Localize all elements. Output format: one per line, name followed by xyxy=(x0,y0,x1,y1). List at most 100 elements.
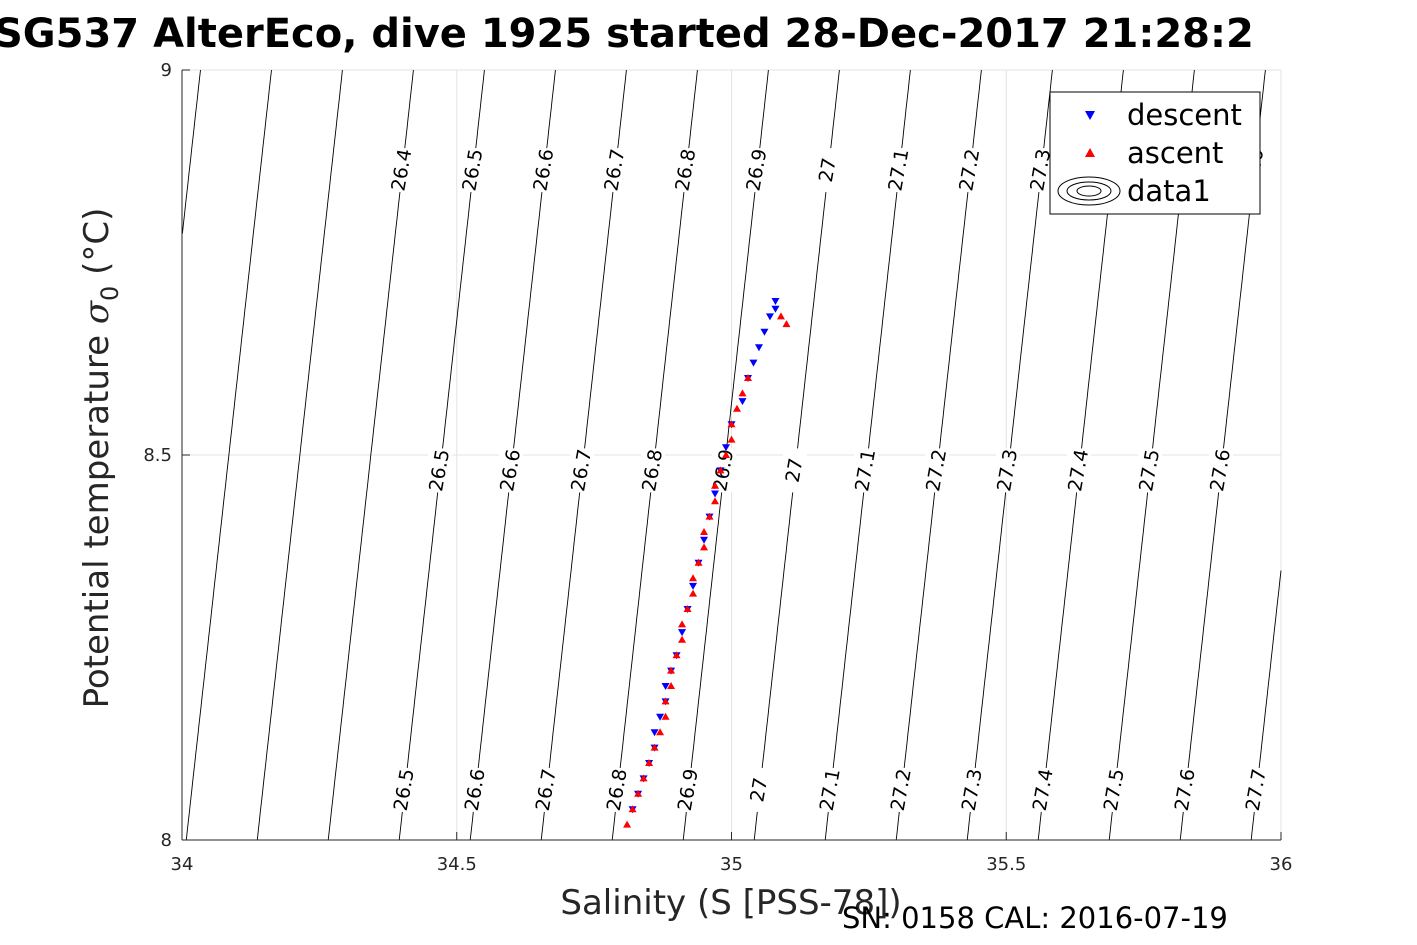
isopycnal-label-bg xyxy=(676,767,701,812)
isopycnal-label-bg xyxy=(783,448,808,493)
isopycnal-label-bg xyxy=(960,767,985,812)
ascent-point xyxy=(667,666,676,674)
isopycnal-label-bg xyxy=(463,767,488,812)
y-axis-sigma-subscript: 0 xyxy=(96,286,124,301)
ascent-point xyxy=(623,820,632,828)
ascent-point xyxy=(650,743,659,751)
isopycnal-line xyxy=(256,69,343,841)
ascent-point xyxy=(683,605,692,612)
x-tick-label: 36 xyxy=(1270,854,1293,875)
isopycnal-label-bg xyxy=(641,448,666,493)
ascent-point xyxy=(776,312,785,320)
isopycnal-label-bg xyxy=(392,767,417,812)
isopycnal-label-bg xyxy=(1209,448,1234,493)
ascent-point xyxy=(732,404,741,412)
ascent-point xyxy=(672,651,681,659)
legend-descent-label: descent xyxy=(1127,98,1242,132)
ascent-point xyxy=(738,389,747,397)
ascent-point xyxy=(700,528,709,535)
isopycnal-label-bg xyxy=(390,148,415,193)
ascent-point xyxy=(722,451,731,458)
isopycnal-line xyxy=(327,69,414,841)
descent-point xyxy=(771,305,780,313)
descent-point xyxy=(700,536,709,544)
descent-point xyxy=(650,729,659,737)
isopycnal-label: 27 xyxy=(782,456,808,484)
isopycnal-label-bg xyxy=(674,148,699,193)
ascent-point xyxy=(661,697,670,705)
isopycnal-label-bg xyxy=(1031,767,1056,812)
descent-point xyxy=(738,398,747,406)
isopycnal-label-bg xyxy=(534,767,559,812)
y-tick-label: 9 xyxy=(161,60,172,81)
isopycnal-label-bg xyxy=(1029,148,1054,193)
isopycnal-label-bg xyxy=(996,448,1021,493)
legend-contour-icon xyxy=(1057,176,1121,206)
descent-point xyxy=(760,328,769,336)
legend-ascent-marker xyxy=(1085,148,1095,157)
ascent-point xyxy=(743,374,752,381)
ascent-point xyxy=(711,481,720,489)
isopycnal-label-bg xyxy=(428,448,453,493)
y-tick-label: 8.5 xyxy=(143,445,172,466)
descent-point xyxy=(689,582,698,590)
isopycnal-line xyxy=(185,69,272,841)
ascent-point xyxy=(689,574,698,582)
ascent-point xyxy=(656,728,665,736)
ascent-point xyxy=(727,420,736,428)
axes: 34 34.5 35 35.5 36 8 8.5 9 xyxy=(143,60,1292,875)
isopycnal-label-bg xyxy=(461,148,486,193)
ascent-point xyxy=(700,543,709,551)
ascent-point xyxy=(678,620,687,628)
isopycnal-label-bg xyxy=(1173,767,1198,812)
x-tick-label: 34.5 xyxy=(437,854,477,875)
isopycnal-line xyxy=(181,69,201,234)
x-tick-label: 35.5 xyxy=(986,854,1026,875)
descent-point xyxy=(749,359,758,367)
descent-point xyxy=(711,490,720,498)
isopycnal-label: 27 xyxy=(815,156,841,184)
ascent-point xyxy=(711,497,720,505)
isopycnal-label: 27 xyxy=(746,776,772,804)
descent-point xyxy=(678,629,687,637)
isopycnal-label-bg xyxy=(925,448,950,493)
ascent-point xyxy=(628,805,637,813)
isopycnal-label-bg xyxy=(605,767,630,812)
isopycnal-label-bg xyxy=(1102,767,1127,812)
isopycnal-label-bg xyxy=(1067,448,1092,493)
descent-point xyxy=(765,313,774,321)
isopycnal-label-bg xyxy=(1138,448,1163,493)
ascent-point xyxy=(678,635,687,643)
descent-point xyxy=(754,344,763,352)
x-tick-label: 35 xyxy=(720,854,743,875)
legend-ascent-label: ascent xyxy=(1127,136,1223,170)
ascent-point xyxy=(634,789,643,797)
isopycnal-label-bg xyxy=(958,148,983,193)
ascent-point xyxy=(689,589,698,597)
isopycnal-label-bg xyxy=(603,148,628,193)
isopycnal-label-bg xyxy=(747,767,772,812)
ascent-point xyxy=(645,759,654,766)
ascent-point xyxy=(694,558,703,566)
serial-calibration-footer: SN: 0158 CAL: 2016-07-19 xyxy=(842,901,1228,935)
y-axis-label: Potential temperature σ0 (°C) xyxy=(77,208,124,709)
ascent-point xyxy=(661,712,670,720)
isopycnal-label-bg xyxy=(745,148,770,193)
x-axis-label: Salinity (S [PSS-78]) xyxy=(560,883,901,923)
isopycnal-label-bg xyxy=(570,448,595,493)
isopycnal-label-bg xyxy=(1244,767,1269,812)
isopycnal-label-bg xyxy=(854,448,879,493)
legend-box xyxy=(1049,91,1261,215)
legend-descent-marker xyxy=(1085,111,1095,120)
ascent-point xyxy=(727,435,736,443)
legend: descent ascent data1 xyxy=(1049,91,1261,215)
isopycnal-label-bg xyxy=(499,448,524,493)
x-tick-label: 34 xyxy=(171,854,194,875)
descent-point xyxy=(722,444,731,452)
ascent-point xyxy=(716,466,725,474)
isopycnal-label-bg xyxy=(532,148,557,193)
descent-point xyxy=(661,683,670,690)
isopycnal-label-bg xyxy=(889,767,914,812)
isopycnal-label-bg xyxy=(887,148,912,193)
